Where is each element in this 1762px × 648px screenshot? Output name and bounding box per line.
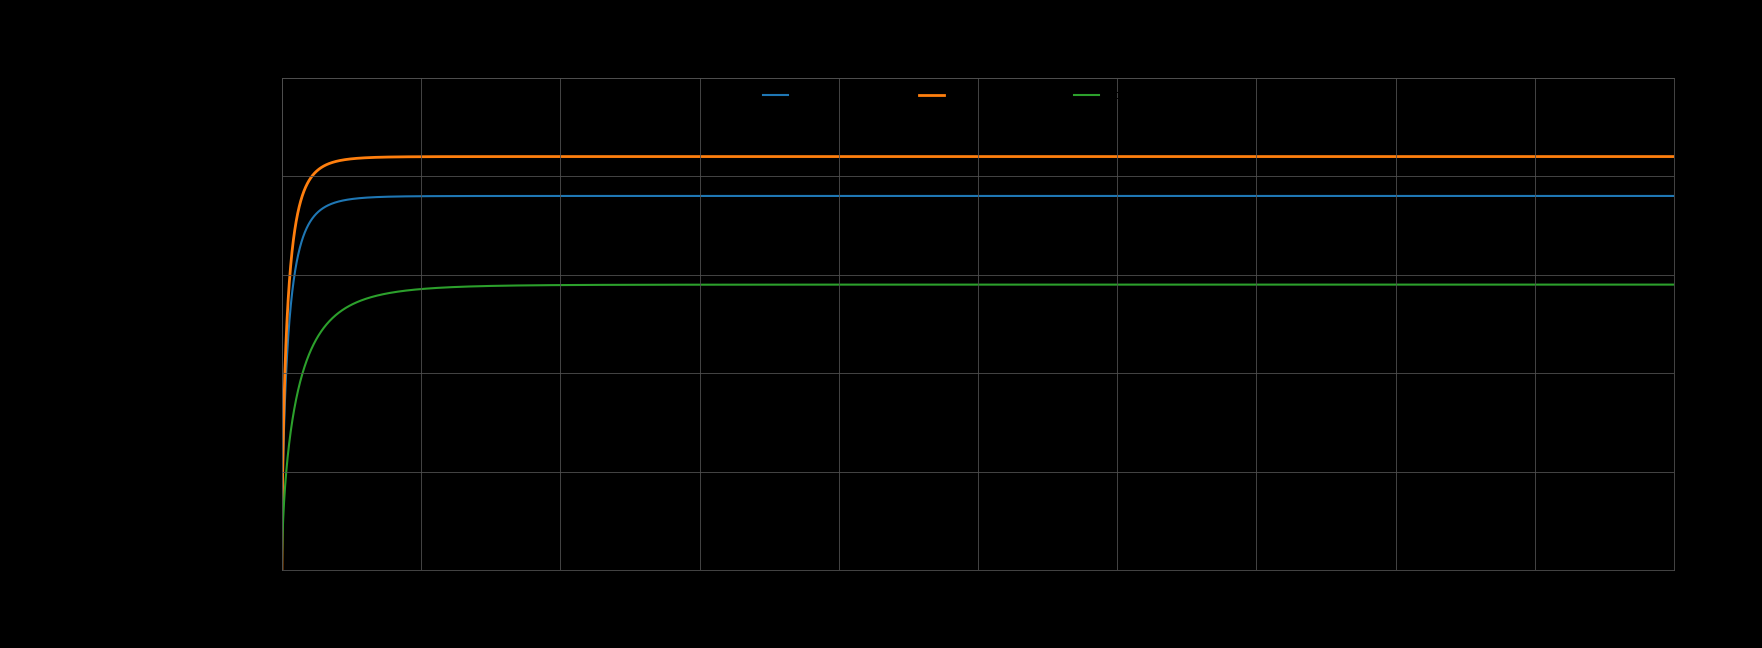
- Legend: Steel Grade A, Steel Grade B, Steel Grade C: Steel Grade A, Steel Grade B, Steel Grad…: [758, 84, 1198, 107]
